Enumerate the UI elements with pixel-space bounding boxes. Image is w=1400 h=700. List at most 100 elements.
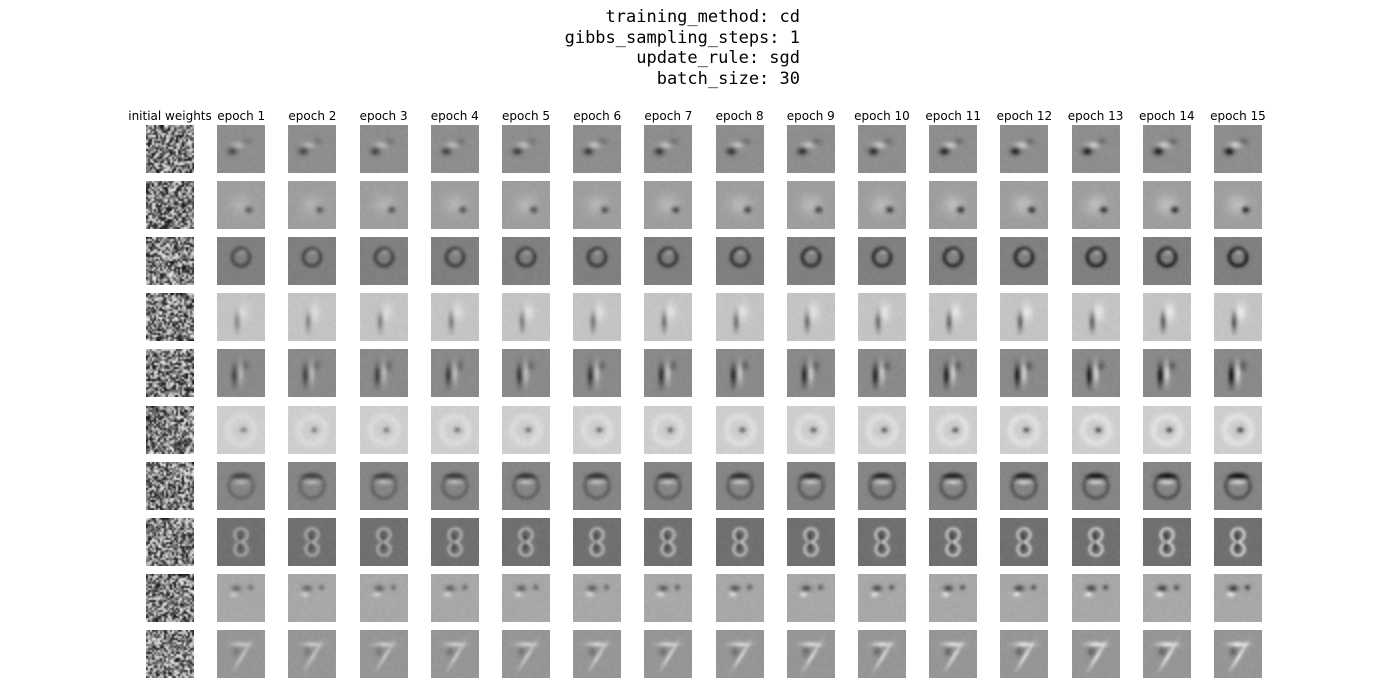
weight-tile-epoch [288, 181, 336, 229]
weight-tile-epoch [360, 518, 408, 566]
weight-tile-epoch [929, 462, 977, 510]
weight-tile-epoch [929, 125, 977, 173]
weight-tile-epoch [360, 349, 408, 397]
weight-tile-epoch [1000, 349, 1048, 397]
header-update-rule: update_rule: sgd [0, 48, 800, 69]
weight-tile-epoch [787, 406, 835, 454]
weight-tile-epoch [1214, 237, 1262, 285]
weight-tile-epoch [217, 518, 265, 566]
weight-tile-epoch [716, 349, 764, 397]
weight-tile-epoch [1214, 293, 1262, 341]
weight-tile-epoch [644, 125, 692, 173]
weight-tile-epoch [431, 181, 479, 229]
weight-tile-epoch [1000, 181, 1048, 229]
weight-tile-epoch [787, 518, 835, 566]
weight-tile-epoch [1072, 125, 1120, 173]
weight-tile-epoch [1000, 630, 1048, 678]
weight-tile-epoch [573, 293, 621, 341]
weight-tile-epoch [360, 293, 408, 341]
weight-tile-epoch [502, 237, 550, 285]
weight-tile-epoch [787, 574, 835, 622]
weight-tile-epoch [929, 406, 977, 454]
weight-tile-epoch [1000, 293, 1048, 341]
weight-tile-epoch [502, 518, 550, 566]
weight-tile-epoch [1143, 293, 1191, 341]
weight-tile-epoch [1072, 518, 1120, 566]
weight-tile-epoch [858, 518, 906, 566]
weight-tile-epoch [573, 181, 621, 229]
weight-tile-epoch [644, 406, 692, 454]
weight-tile-epoch [1143, 462, 1191, 510]
weight-tile-epoch [1072, 462, 1120, 510]
weight-tile-epoch [288, 630, 336, 678]
weight-tile-epoch [858, 630, 906, 678]
weight-tile-epoch [1143, 349, 1191, 397]
weight-tile-epoch [716, 293, 764, 341]
weight-tile-epoch [573, 125, 621, 173]
weight-tile-epoch [644, 349, 692, 397]
weight-tile-initial [146, 293, 194, 341]
weight-tile-epoch [858, 406, 906, 454]
header-gibbs-steps: gibbs_sampling_steps: 1 [0, 28, 800, 49]
weight-tile-initial [146, 349, 194, 397]
weight-tile-epoch [1143, 181, 1191, 229]
weight-tile-epoch [573, 349, 621, 397]
weight-tile-epoch [288, 518, 336, 566]
weight-tile-epoch [1143, 518, 1191, 566]
weight-tile-epoch [1072, 630, 1120, 678]
weight-tile-epoch [929, 237, 977, 285]
hyperparameter-header: training_method: cd gibbs_sampling_steps… [0, 7, 800, 89]
weight-tile-epoch [1072, 181, 1120, 229]
weight-tile-epoch [1143, 574, 1191, 622]
weight-tile-epoch [502, 630, 550, 678]
weight-tile-initial [146, 406, 194, 454]
weight-tile-epoch [1143, 406, 1191, 454]
weight-tile-epoch [929, 181, 977, 229]
weight-tile-epoch [573, 462, 621, 510]
weight-tile-epoch [217, 349, 265, 397]
header-training-method: training_method: cd [0, 7, 800, 28]
weight-tile-initial [146, 125, 194, 173]
weight-tile-epoch [787, 349, 835, 397]
weight-tile-epoch [431, 462, 479, 510]
weight-tile-epoch [787, 293, 835, 341]
weight-tile-initial [146, 574, 194, 622]
weight-tile-epoch [502, 181, 550, 229]
weight-tile-epoch [288, 349, 336, 397]
weight-tile-epoch [288, 293, 336, 341]
weight-tile-epoch [502, 406, 550, 454]
weight-tile-epoch [502, 349, 550, 397]
weight-tile-epoch [431, 237, 479, 285]
weight-tile-epoch [431, 125, 479, 173]
weight-tile-epoch [929, 293, 977, 341]
weight-tile-epoch [288, 574, 336, 622]
weight-tile-epoch [1000, 574, 1048, 622]
weight-tile-epoch [1072, 406, 1120, 454]
weight-tile-epoch [360, 630, 408, 678]
weight-tile-epoch [787, 125, 835, 173]
weight-tile-epoch [858, 462, 906, 510]
weight-tile-epoch [1000, 462, 1048, 510]
weight-tile-epoch [716, 630, 764, 678]
weight-tile-initial [146, 181, 194, 229]
weight-tile-epoch [573, 237, 621, 285]
weight-tile-epoch [1000, 125, 1048, 173]
weight-tile-epoch [1214, 518, 1262, 566]
weight-tile-epoch [1214, 125, 1262, 173]
weight-tile-epoch [1143, 630, 1191, 678]
weight-tile-epoch [787, 237, 835, 285]
weight-tile-initial [146, 462, 194, 510]
weight-tile-epoch [716, 518, 764, 566]
weight-tile-epoch [644, 293, 692, 341]
weight-tile-epoch [360, 574, 408, 622]
weight-tile-epoch [716, 462, 764, 510]
weight-tile-epoch [288, 462, 336, 510]
weight-tile-epoch [1214, 406, 1262, 454]
weight-tile-epoch [288, 237, 336, 285]
weight-tile-epoch [360, 181, 408, 229]
weight-tile-epoch [573, 406, 621, 454]
weight-tile-epoch [288, 125, 336, 173]
weight-tile-epoch [431, 630, 479, 678]
weight-tile-epoch [644, 181, 692, 229]
weight-tile-epoch [217, 630, 265, 678]
